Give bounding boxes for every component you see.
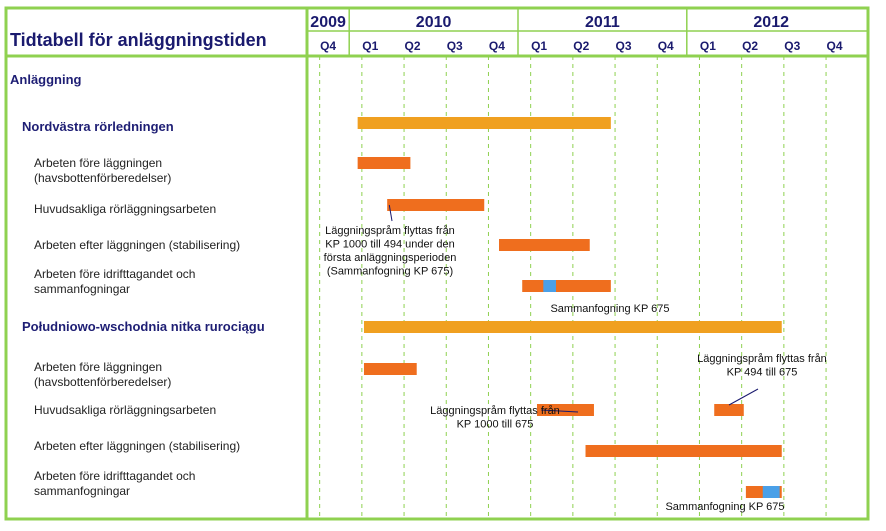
task-bar: [363, 363, 417, 375]
task-label: Huvudsakliga rörläggningsarbeten: [34, 403, 216, 417]
quarter-label: Q1: [531, 39, 547, 53]
task-bar: [387, 199, 485, 211]
chart-title: Tidtabell för anläggningstiden: [10, 30, 267, 50]
task-label: Arbeten före läggningen: [34, 156, 162, 170]
task-bar: [499, 239, 590, 251]
year-label: 2011: [585, 14, 620, 31]
timeline-header: Tidtabell för anläggningstiden 2009 Q4 201…: [10, 14, 843, 53]
task-label: sammanfogningar: [34, 282, 130, 296]
quarter-label: Q2: [573, 39, 589, 53]
annotation-leader: [728, 388, 759, 406]
task-label: Arbeten efter läggningen (stabilisering): [34, 439, 240, 453]
quarter-label: Q4: [658, 39, 674, 53]
phase-bar: [363, 321, 782, 333]
quarter-label: Q4: [489, 39, 505, 53]
task-label: Huvudsakliga rörläggningsarbeten: [34, 202, 216, 216]
annotations-layer: Läggningspråm flyttas från KP 1000 till 4…: [324, 204, 827, 513]
task-bar: [357, 157, 411, 169]
outer-frame: [4, 6, 870, 521]
annotation-text: Sammanfogning KP 675: [665, 501, 784, 513]
section-header-anlaggning: Anläggning: [10, 72, 82, 87]
task-label: Arbeten före läggningen: [34, 360, 162, 374]
annotation-text: Läggningspråm flyttas från: [430, 405, 560, 417]
annotation-text: första anläggningsperioden: [324, 252, 457, 264]
row-labels: Anläggning Nordvästra rörledningen Arbete…: [10, 72, 265, 498]
annotation-text: (Sammanfogning KP 675): [327, 266, 453, 278]
quarter-label: Q2: [404, 39, 420, 53]
annotation-leader: [388, 204, 393, 222]
annotation-text: KP 494 till 675: [727, 367, 798, 379]
bars-layer: [357, 117, 782, 498]
task-bar: [536, 404, 594, 416]
quarter-label: Q1: [362, 39, 378, 53]
task-bar: [714, 404, 744, 416]
quarter-label: Q2: [742, 39, 758, 53]
annotation-text: Läggningspråm flyttas från: [325, 225, 455, 237]
task-label: Arbeten före idrifttagandet och: [34, 469, 195, 483]
task-label: Arbeten efter läggningen (stabilisering): [34, 238, 240, 252]
task-label: sammanfogningar: [34, 484, 130, 498]
year-label: 2012: [753, 14, 789, 31]
quarter-label: Q4: [826, 39, 842, 53]
task-bar: [585, 445, 782, 457]
annotation-text: Läggningspråm flyttas från: [697, 353, 827, 365]
quarter-label: Q3: [615, 39, 631, 53]
phase-bar: [357, 117, 611, 129]
quarter-label: Q4: [320, 39, 336, 53]
group-label: Nordvästra rörledningen: [22, 119, 174, 134]
task-label: (havsbottenförberedelser): [34, 171, 171, 185]
task-label: Arbeten före idrifttagandet och: [34, 267, 195, 281]
annotation-text: KP 1000 till 494 under den: [325, 239, 454, 251]
quarter-label: Q1: [700, 39, 716, 53]
task-bar: [522, 280, 611, 292]
annotation-text: KP 1000 till 675: [457, 419, 534, 431]
quarter-label: Q3: [447, 39, 463, 53]
joint-bar: [762, 486, 780, 498]
annotation-text: Sammanfogning KP 675: [550, 303, 669, 315]
group-label: Południowo-wschodnia nitka rurociągu: [22, 319, 265, 334]
year-label: 2009: [310, 14, 346, 31]
task-label: (havsbottenförberedelser): [34, 375, 171, 389]
annotation-leader: [541, 409, 579, 413]
joint-bar: [543, 280, 556, 292]
quarter-label: Q3: [784, 39, 800, 53]
grid-layer: [4, 6, 870, 521]
year-label: 2010: [416, 14, 452, 31]
